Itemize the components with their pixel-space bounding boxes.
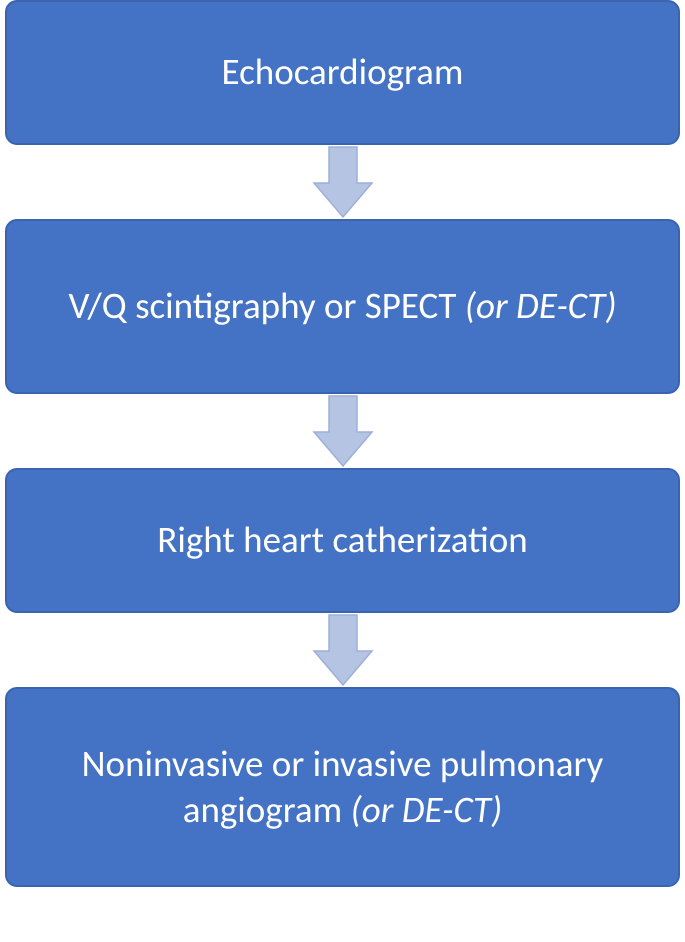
node-plain-2: V/Q scintigraphy or SPECT: [68, 283, 464, 328]
node-text-1: Echocardiogram: [222, 49, 464, 95]
node-italic-4: (or DE-CT): [351, 787, 503, 832]
arrow-path-2: [314, 396, 372, 466]
arrow-down-icon: [312, 613, 374, 687]
flowchart-container: Echocardiogram V/Q scintigraphy or SPECT…: [0, 0, 685, 887]
flowchart-arrow-2: [312, 394, 374, 468]
flowchart-node-3: Right heart catherization: [5, 468, 680, 613]
node-text-2: V/Q scintigraphy or SPECT (or DE-CT): [68, 283, 616, 329]
arrow-path-3: [314, 615, 372, 685]
node-plain-4: Noninvasive or invasive pulmonary angiog…: [82, 741, 604, 832]
flowchart-node-1: Echocardiogram: [5, 0, 680, 145]
arrow-down-icon: [312, 394, 374, 468]
flowchart-node-4: Noninvasive or invasive pulmonary angiog…: [5, 687, 680, 887]
arrow-down-icon: [312, 145, 374, 219]
flowchart-node-2: V/Q scintigraphy or SPECT (or DE-CT): [5, 219, 680, 394]
node-text-3: Right heart catherization: [157, 517, 527, 563]
flowchart-arrow-3: [312, 613, 374, 687]
node-text-4: Noninvasive or invasive pulmonary angiog…: [47, 741, 638, 834]
node-plain-1: Echocardiogram: [222, 49, 464, 94]
node-italic-2: (or DE-CT): [465, 283, 617, 328]
arrow-path-1: [314, 147, 372, 217]
node-plain-3: Right heart catherization: [157, 517, 527, 562]
flowchart-arrow-1: [312, 145, 374, 219]
